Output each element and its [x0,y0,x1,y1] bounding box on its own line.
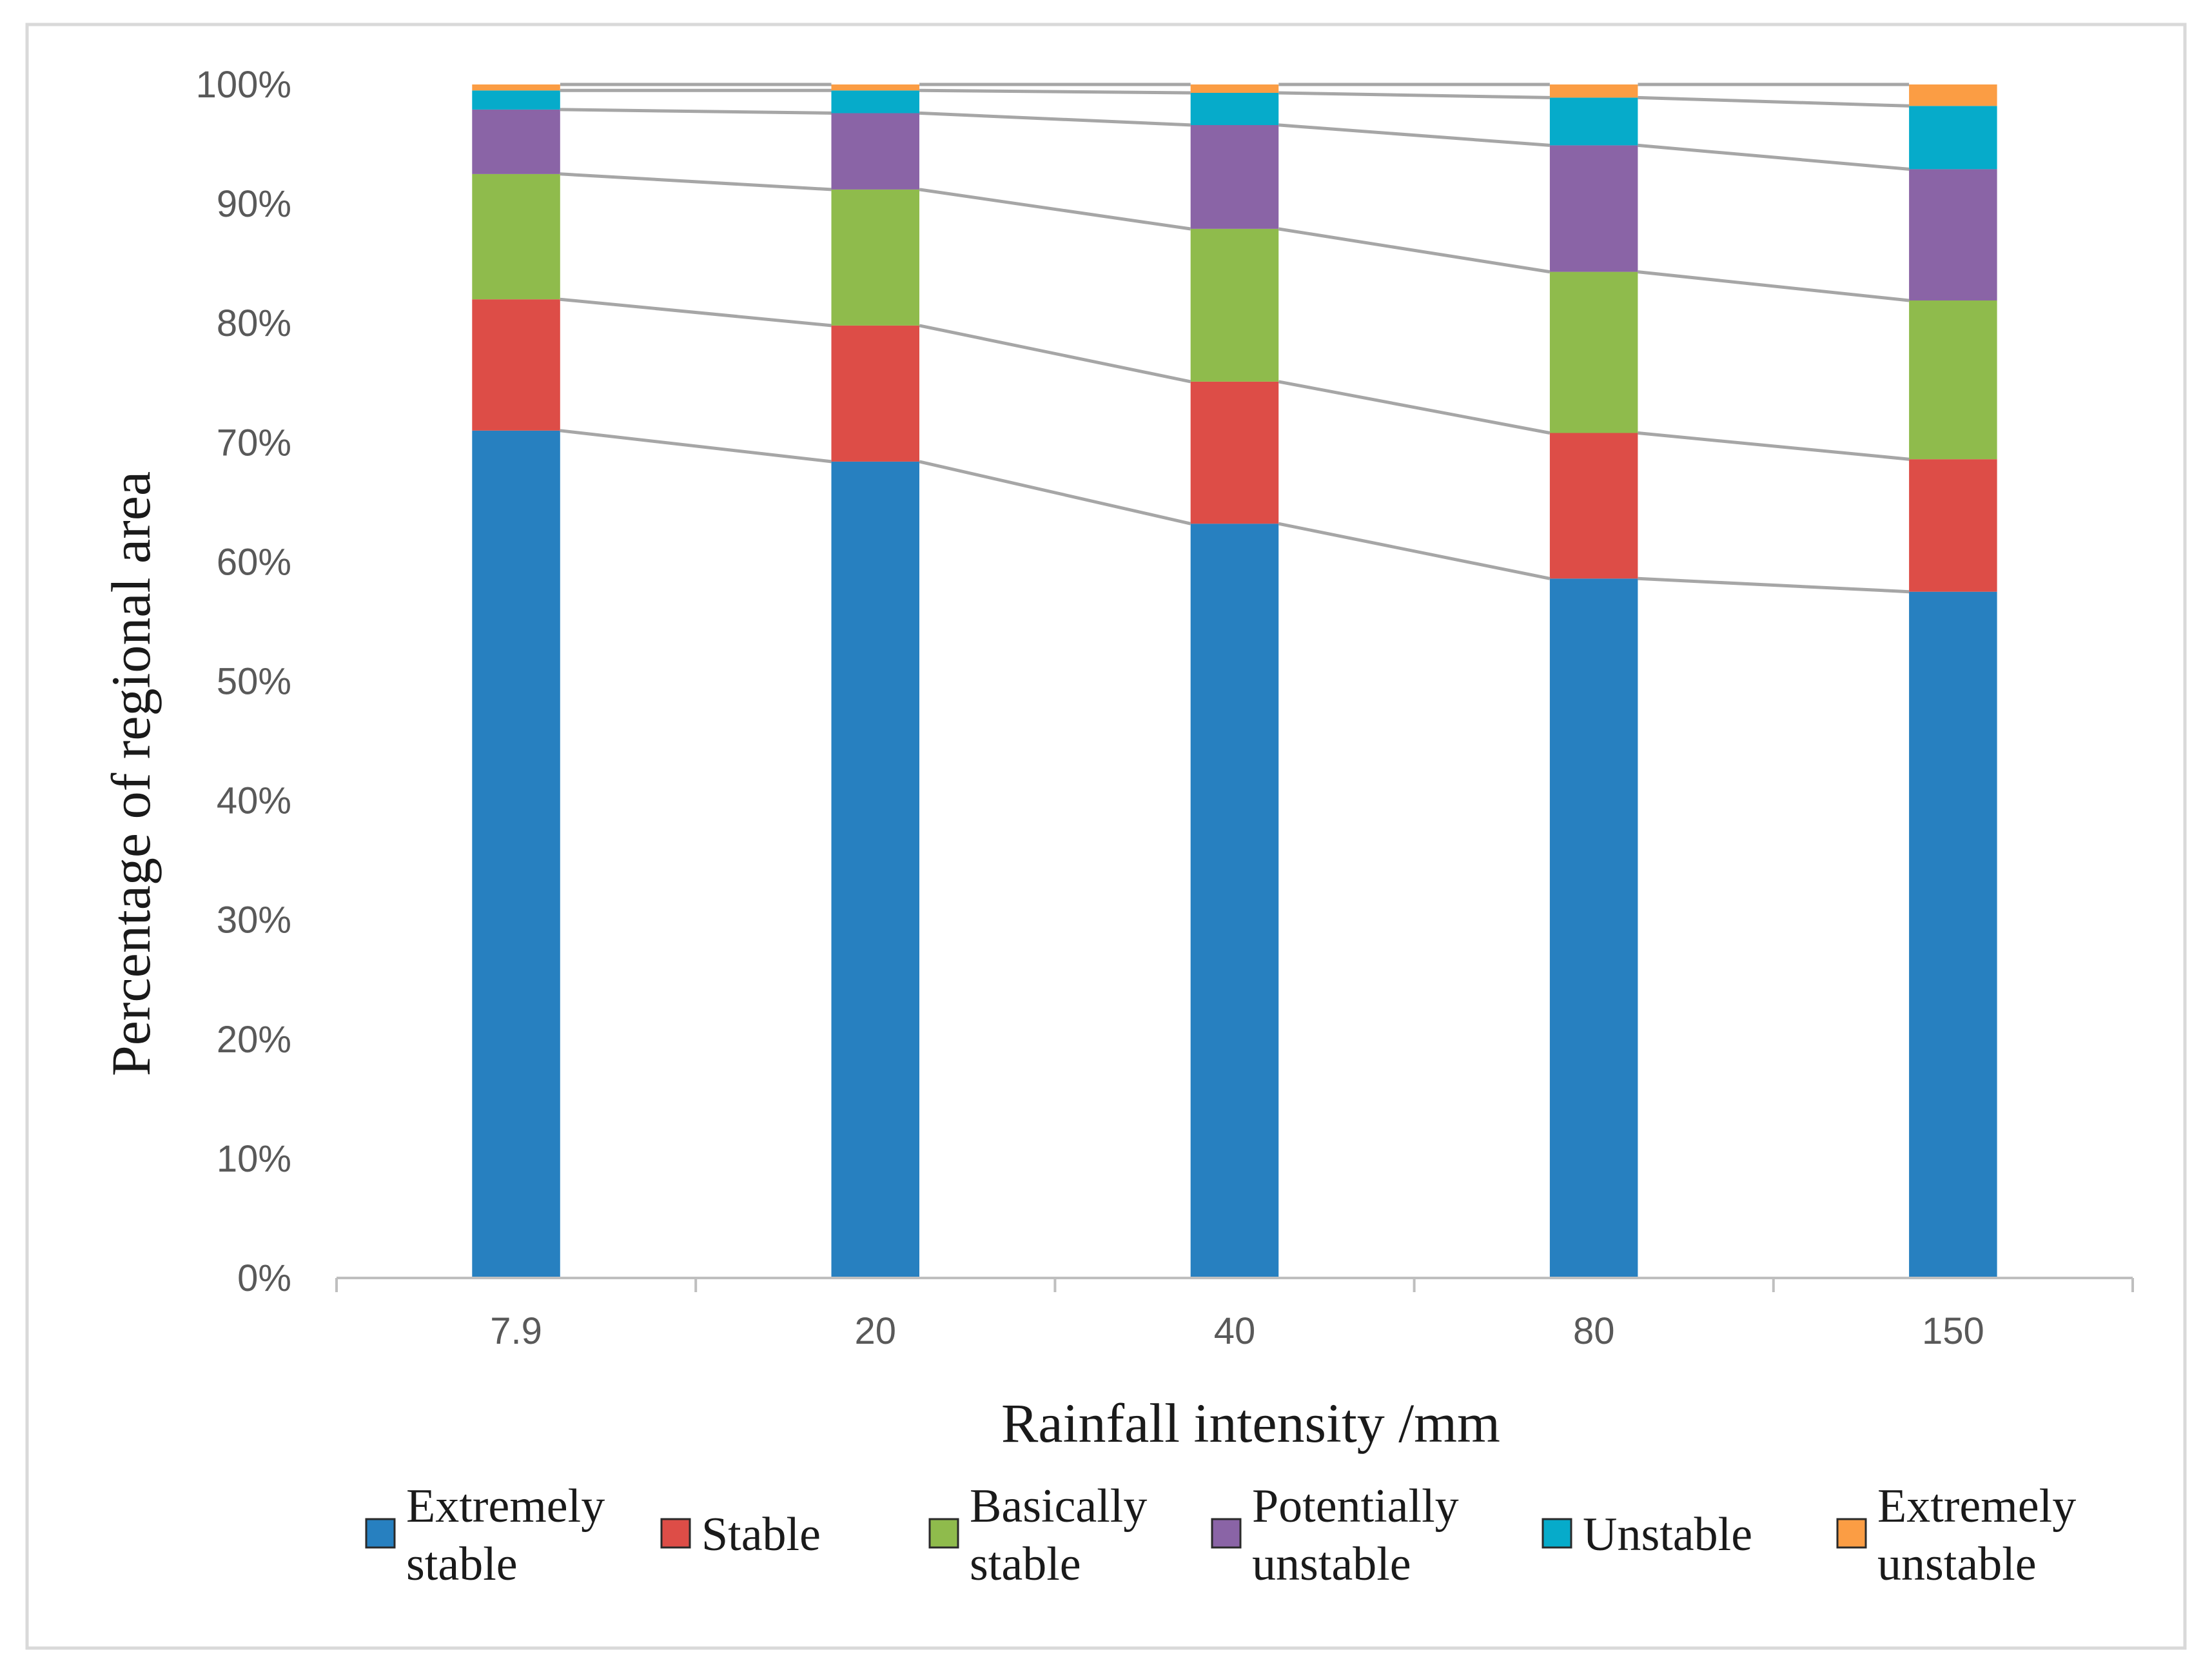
y-tick-label: 90% [217,183,291,225]
y-tick-label: 30% [217,899,291,941]
legend-swatch-stable [660,1518,691,1549]
y-tick-label: 0% [237,1257,291,1299]
legend-swatch-extremely-unstable [1836,1518,1867,1549]
series-line-basically-stable-0 [560,172,832,192]
bar-extremely-unstable-80 [1549,84,1638,98]
bar-unstable-40 [1190,93,1279,125]
series-line-extremely-stable-1 [919,460,1191,526]
series-line-stable-3 [1638,431,1910,461]
y-axis-title: Percentage of regional area [100,471,162,1076]
bar-potentially-unstable-40 [1190,124,1279,229]
legend-label-basically-stable: Basically stable [970,1480,1147,1591]
bar-layer [472,84,1997,1279]
series-line-potentially-unstable-0 [560,108,832,115]
legend-item-potentially-unstable: Potentially unstable [1211,1480,1459,1591]
bar-extremely-unstable-7-9 [472,84,560,91]
bar-extremely-stable-150 [1909,591,1997,1279]
x-tick-label: 40 [1214,1310,1256,1352]
y-tick-label: 40% [217,780,291,822]
bar-stable-40 [1190,381,1279,524]
bar-unstable-150 [1909,106,1997,170]
chart-frame [25,23,2187,1650]
legend-item-extremely-stable: Extremely stable [365,1480,605,1591]
bar-potentially-unstable-80 [1549,145,1638,272]
bar-unstable-80 [1549,97,1638,146]
bar-unstable-7-9 [472,90,560,110]
series-line-stable-0 [560,297,832,328]
series-line-potentially-unstable-1 [919,111,1191,127]
x-tick-label: 80 [1573,1310,1615,1352]
axes-layer: 7.9 20 40 80 150 0% 10% 20% 30% 40% 50% 60% 70% 80% 90… [196,64,2134,1352]
bar-stable-20 [831,325,919,462]
legend-item-extremely-unstable: Extremely unstable [1836,1480,2076,1591]
series-line-basically-stable-1 [919,188,1191,231]
bar-extremely-unstable-20 [831,84,919,91]
legend-label-stable: Stable [701,1508,821,1561]
series-line-stable-2 [1278,380,1551,435]
x-tick-label: 150 [1922,1310,1984,1352]
series-lines-layer [560,83,1910,594]
legend-label-extremely-stable: Extremely stable [406,1480,605,1591]
legend-swatch-basically-stable [928,1518,959,1549]
series-line-potentially-unstable-3 [1638,143,1910,171]
legend-item-stable: Stable [660,1508,821,1561]
y-tick-label: 70% [217,422,291,464]
bar-potentially-unstable-20 [831,113,919,190]
y-tick-label: 50% [217,661,291,703]
series-line-extremely-stable-2 [1278,522,1551,580]
bar-potentially-unstable-150 [1909,169,1997,300]
bar-extremely-unstable-40 [1190,84,1279,93]
legend: Extremely stable Stable Basically stable Pote… [365,1480,2076,1591]
bar-extremely-stable-20 [831,461,919,1278]
bar-stable-7-9 [472,299,560,431]
legend-item-unstable: Unstable [1542,1508,1752,1561]
y-tick-label: 100% [196,64,291,106]
bar-basically-stable-40 [1190,229,1279,382]
series-line-basically-stable-2 [1278,227,1551,274]
bar-extremely-stable-80 [1549,578,1638,1278]
y-tick-label: 60% [217,541,291,583]
bar-basically-stable-150 [1909,300,1997,460]
series-line-extremely-stable-0 [560,429,832,464]
series-line-unstable-3 [1638,95,1910,108]
series-line-unstable-2 [1278,91,1550,99]
y-tick-label: 10% [217,1138,291,1180]
x-axis-title: Rainfall intensity /mm [1001,1392,1500,1454]
series-line-potentially-unstable-2 [1278,123,1551,147]
x-tick-label: 7.9 [490,1310,542,1352]
y-tick-label: 80% [217,302,291,344]
series-line-unstable-1 [919,88,1191,95]
legend-label-extremely-unstable: Extremely unstable [1877,1480,2076,1591]
legend-label-potentially-unstable: Potentially unstable [1252,1480,1459,1591]
legend-swatch-potentially-unstable [1211,1518,1242,1549]
legend-item-basically-stable: Basically stable [928,1480,1147,1591]
series-line-extremely-stable-3 [1638,576,1910,594]
bar-extremely-stable-7-9 [472,430,560,1278]
bar-unstable-20 [831,90,919,113]
bar-stable-80 [1549,433,1638,579]
series-line-stable-1 [919,324,1191,384]
bar-basically-stable-7-9 [472,173,560,300]
bar-stable-150 [1909,459,1997,592]
legend-swatch-extremely-stable [365,1518,396,1549]
y-tick-label: 20% [217,1019,291,1061]
x-tick-label: 20 [855,1310,897,1352]
series-line-basically-stable-3 [1638,270,1910,302]
bar-potentially-unstable-7-9 [472,109,560,174]
legend-label-unstable: Unstable [1583,1508,1752,1561]
bar-basically-stable-20 [831,189,919,326]
legend-swatch-unstable [1542,1518,1572,1549]
bar-extremely-stable-40 [1190,524,1279,1279]
bar-basically-stable-80 [1549,271,1638,433]
bar-extremely-unstable-150 [1909,84,1997,106]
